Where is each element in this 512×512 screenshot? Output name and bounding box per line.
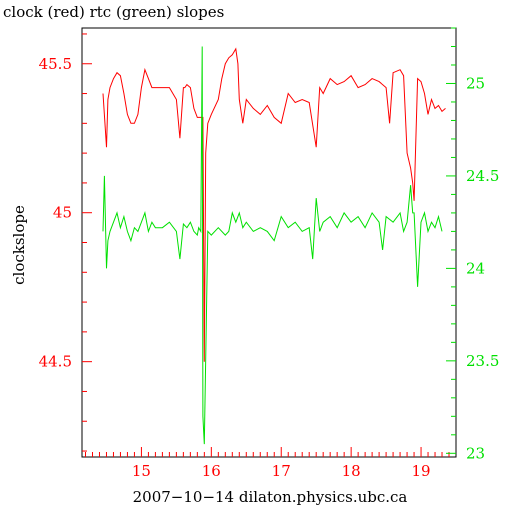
- x-axis-label: 2007−10−14 dilaton.physics.ubc.ca: [133, 488, 408, 506]
- x-tick-label: 16: [202, 462, 221, 480]
- y-right-tick-label: 23.5: [466, 352, 499, 370]
- chart-title: clock (red) rtc (green) slopes: [3, 3, 224, 21]
- y-right-tick-label: 24: [466, 259, 485, 277]
- clock-slope-line: [102, 47, 446, 362]
- y-right-tick-label: 23: [466, 444, 485, 462]
- series-layer: [102, 46, 446, 445]
- y-left-tick-label: 44.5: [39, 353, 72, 371]
- y-left-tick-label: 45: [53, 204, 72, 222]
- x-tick-label: 19: [411, 462, 430, 480]
- x-tick-label: 17: [272, 462, 291, 480]
- y-right-tick-label: 24.5: [466, 167, 499, 185]
- y-axis-label: clockslope: [10, 205, 28, 285]
- x-tick-label: 18: [342, 462, 361, 480]
- x-tick-label: 15: [132, 462, 151, 480]
- plot-frame: [81, 27, 457, 458]
- ticks-layer: 15 16 17 18 19 44.5 45 45.5 23 23.5 24 24.5 25: [39, 27, 499, 480]
- rtc-slope-line: [102, 46, 443, 445]
- y-left-tick-label: 45.5: [39, 55, 72, 73]
- y-right-tick-label: 25: [466, 74, 485, 92]
